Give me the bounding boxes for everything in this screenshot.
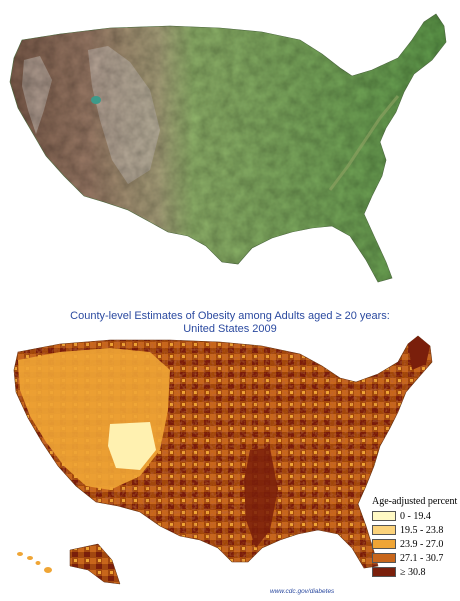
legend-item: 23.9 - 27.0 <box>372 537 460 551</box>
hawaii <box>17 552 52 573</box>
obesity-map: County-level Estimates of Obesity among … <box>0 300 460 601</box>
mississippi-high-rates <box>244 448 278 548</box>
obesity-legend: Age-adjusted percent 0 - 19.4 19.5 - 23.… <box>372 496 460 579</box>
map-title-line2: United States 2009 <box>183 323 277 335</box>
source-link[interactable]: www.cdc.gov/diabetes <box>270 588 335 595</box>
legend-label: 27.1 - 30.7 <box>400 552 444 564</box>
colorado-low-rates <box>108 422 156 470</box>
legend-swatch <box>372 511 396 521</box>
relief-mountain-ridges <box>22 46 160 184</box>
legend-label: ≥ 30.8 <box>400 566 426 578</box>
legend-label: 23.9 - 27.0 <box>400 538 444 550</box>
legend-swatch <box>372 553 396 563</box>
relief-map <box>0 0 460 290</box>
alaska <box>69 543 121 585</box>
legend-item: ≥ 30.8 <box>372 565 460 579</box>
relief-map-svg <box>9 13 447 283</box>
legend-item: 0 - 19.4 <box>372 509 460 523</box>
legend-swatch <box>372 525 396 535</box>
relief-us-outline <box>9 13 447 283</box>
map-title-line1: County-level Estimates of Obesity among … <box>70 310 390 322</box>
maine-high-rates <box>408 336 430 370</box>
legend-swatch <box>372 539 396 549</box>
legend-label: 19.5 - 23.8 <box>400 524 444 536</box>
legend-swatch <box>372 567 396 577</box>
legend-label: 0 - 19.4 <box>400 510 431 522</box>
appalachian-ridge <box>328 95 400 191</box>
legend-item: 19.5 - 23.8 <box>372 523 460 537</box>
great-salt-lake <box>91 96 101 104</box>
legend-item: 27.1 - 30.7 <box>372 551 460 565</box>
obesity-map-svg <box>13 335 433 585</box>
legend-title: Age-adjusted percent <box>372 496 458 507</box>
